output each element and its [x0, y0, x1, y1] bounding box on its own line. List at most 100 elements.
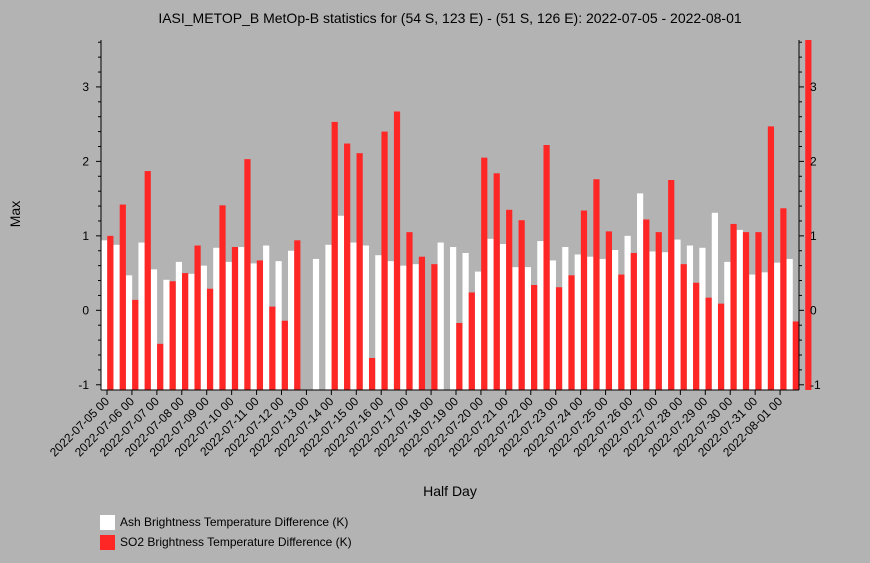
so2-bar-44 [655, 232, 662, 390]
so2-bar-49 [717, 303, 725, 390]
ash-bar-14 [275, 261, 282, 390]
so2-bar-26 [431, 264, 438, 390]
ash-bar-13 [263, 245, 270, 390]
so2-bar-38 [580, 210, 588, 390]
legend-item-ash: Ash Brightness Temperature Difference (K… [100, 512, 352, 532]
ash-bar-46 [674, 239, 681, 390]
ash-bar-52 [749, 274, 756, 390]
ash-bar-31 [487, 238, 494, 390]
so2-bar-46 [680, 264, 687, 390]
x-axis-label: Half Day [423, 483, 477, 499]
y-tick-label-left: 3 [82, 80, 89, 94]
so2-bar-30 [481, 157, 488, 390]
so2-bar-39 [593, 179, 600, 390]
ash-bar-53 [761, 272, 768, 390]
so2-bar-55 [792, 321, 799, 390]
so2-bar-19 [344, 143, 351, 390]
so2-bar-28 [456, 322, 463, 390]
so2-bar-33 [518, 220, 525, 390]
so2-bar-11 [244, 159, 251, 390]
y-tick-label-left: -1 [78, 378, 89, 392]
ash-bar-47 [686, 245, 694, 390]
ash-bar-20 [350, 242, 357, 390]
so2-bar-31 [493, 173, 500, 390]
ash-bar-55 [786, 258, 793, 390]
so2-bar-22 [381, 131, 388, 390]
ash-bar-35 [537, 241, 544, 390]
so2-bar-36 [555, 287, 563, 390]
so2-bar-6 [182, 273, 189, 390]
so2-bar-47 [693, 282, 700, 390]
y-tick-label-right: 2 [810, 154, 817, 168]
y-tick-label-right: 0 [810, 303, 817, 317]
so2-bar-41 [618, 274, 625, 390]
so2-bar-53 [767, 126, 775, 390]
ash-bar-2 [125, 275, 133, 390]
so2-bar-25 [418, 256, 426, 390]
so2-bar-15 [294, 240, 301, 390]
so2-bar-7 [194, 245, 201, 390]
ash-bar-12 [250, 263, 257, 390]
ash-bar-6 [175, 261, 183, 390]
ash-bar-17 [312, 258, 320, 390]
so2-bar-9 [219, 205, 226, 390]
so2-bar-18 [331, 121, 338, 390]
so2-bar-50 [730, 223, 737, 390]
ash-bar-50 [724, 261, 731, 390]
so2-bar-20 [356, 153, 363, 390]
ash-bar-22 [375, 255, 382, 390]
ash-bar-34 [524, 267, 532, 390]
ash-bar-15 [288, 250, 295, 390]
ash-bar-51 [736, 229, 743, 390]
ash-bar-5 [163, 279, 170, 390]
ash-bar-49 [711, 212, 718, 390]
y-axis-label: Max [7, 201, 23, 227]
so2-bar-56 [805, 40, 812, 390]
so2-bar-5 [169, 281, 176, 390]
ash-bar-37 [562, 247, 569, 390]
so2-bar-29 [468, 292, 475, 390]
legend: Ash Brightness Temperature Difference (K… [100, 512, 352, 552]
so2-bar-37 [568, 275, 575, 390]
ash-bar-3 [138, 242, 145, 390]
ash-bar-54 [774, 262, 781, 390]
y-tick-label-left: 2 [82, 154, 89, 168]
y-tick-label-right: -1 [810, 378, 821, 392]
ash-bar-45 [661, 252, 669, 390]
ash-bar-33 [512, 267, 519, 390]
ash-bar-19 [337, 215, 345, 390]
ash-bar-11 [238, 247, 245, 390]
so2-bar-0 [107, 235, 114, 390]
ash-bar-0 [101, 240, 108, 390]
chart-title: IASI_METOP_B MetOp-B statistics for (54 … [158, 10, 742, 26]
ash-bar-32 [499, 244, 507, 390]
legend-item-so2: SO2 Brightness Temperature Difference (K… [100, 532, 352, 552]
ash-bar-38 [574, 254, 581, 390]
ash-bar-8 [200, 265, 207, 390]
so2-bar-32 [506, 209, 513, 390]
ash-bar-9 [213, 247, 220, 390]
so2-bar-48 [705, 297, 712, 390]
so2-bar-12 [256, 260, 263, 390]
ash-bar-30 [474, 271, 482, 390]
so2-bar-14 [281, 320, 288, 390]
so2-bar-13 [269, 306, 276, 390]
ash-bar-36 [549, 260, 556, 390]
ash-bar-27 [437, 242, 444, 390]
y-tick-label-left: 0 [82, 303, 89, 317]
so2-bar-1 [119, 204, 126, 390]
so2-bar-2 [132, 299, 139, 390]
legend-swatch-ash [100, 514, 115, 530]
ash-bar-1 [113, 244, 120, 390]
ash-bar-23 [387, 261, 394, 390]
so2-bar-8 [206, 288, 214, 390]
so2-bar-43 [643, 219, 650, 390]
ash-bar-48 [699, 247, 706, 390]
so2-bar-52 [755, 232, 762, 390]
so2-bar-40 [605, 231, 612, 390]
so2-bar-45 [668, 180, 675, 390]
so2-bar-3 [144, 171, 151, 390]
ash-bar-4 [150, 269, 158, 390]
so2-bar-34 [531, 285, 538, 390]
